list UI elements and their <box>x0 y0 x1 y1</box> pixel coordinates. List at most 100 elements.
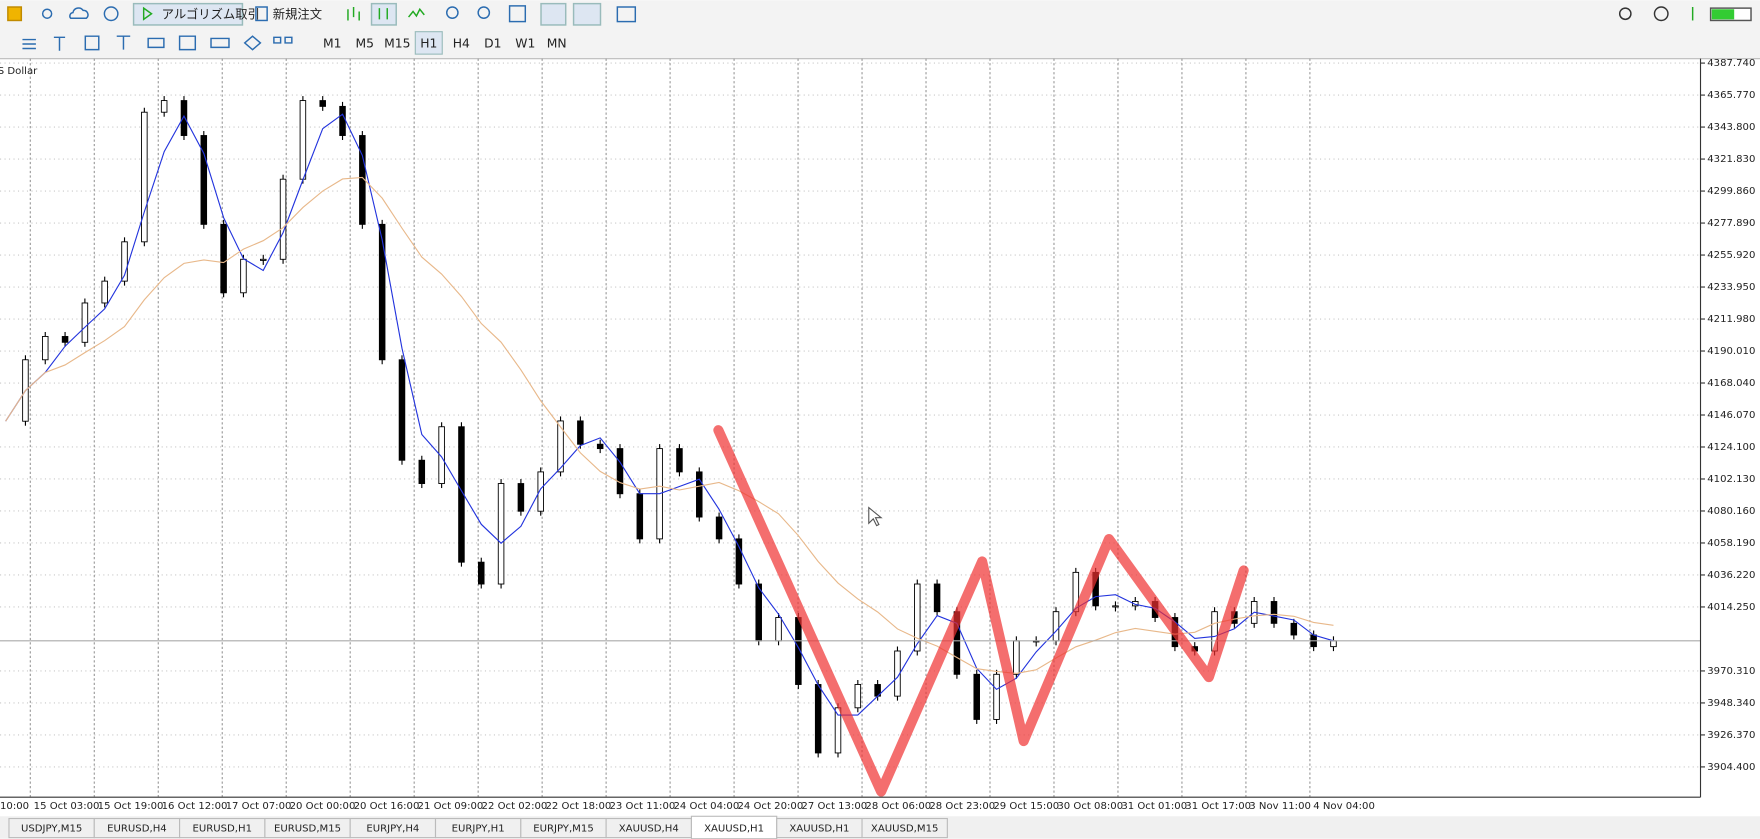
y-tick-label: 3926.370 <box>1707 730 1755 741</box>
candle <box>378 223 386 361</box>
icon-signal[interactable] <box>41 8 53 19</box>
x-tick-label: 20 Oct 00:00 <box>290 801 356 812</box>
candle <box>121 241 128 282</box>
y-tick-label: 4102.130 <box>1707 474 1755 485</box>
candle <box>101 280 108 304</box>
candle <box>398 359 406 461</box>
timeframe-button[interactable]: M1 <box>323 37 341 51</box>
timeframe-button[interactable]: W1 <box>515 37 535 51</box>
x-tick-label: 24 Oct 04:00 <box>673 801 739 812</box>
candle <box>933 583 941 613</box>
tab-label[interactable]: EURUSD,H4 <box>107 824 167 835</box>
y-tick-label: 4211.980 <box>1707 314 1755 325</box>
candle <box>596 443 604 450</box>
icon-autoscroll[interactable] <box>540 2 567 26</box>
y-tick-label: 4058.190 <box>1707 538 1755 549</box>
candle <box>577 420 584 445</box>
timeframe-button[interactable]: M5 <box>356 37 374 51</box>
icon-line[interactable] <box>408 7 425 18</box>
y-tick-label: 4168.040 <box>1707 378 1755 389</box>
x-tick-label: 15 Oct 19:00 <box>98 801 164 812</box>
icon-lock[interactable] <box>7 6 23 22</box>
candle <box>61 336 69 343</box>
y-tick-label: 4190.010 <box>1707 346 1755 357</box>
timeframe-button[interactable]: M15 <box>384 37 410 51</box>
drawing-tools[interactable] <box>22 35 293 51</box>
tab-label[interactable]: XAUUSD,H1 <box>704 824 764 835</box>
y-tick-label: 4014.250 <box>1707 602 1755 613</box>
candle <box>418 459 426 484</box>
icon-account[interactable] <box>1653 6 1669 22</box>
timeframe-button[interactable]: H1 <box>420 37 437 51</box>
icon-new-order[interactable] <box>255 6 268 22</box>
timeframe-active <box>414 31 443 55</box>
x-tick-label: 22 Oct 18:00 <box>546 801 612 812</box>
battery-level <box>1711 9 1735 20</box>
tab-label[interactable]: EURJPY,M15 <box>533 824 594 835</box>
moving-average-fast <box>5 113 1334 716</box>
tab-label[interactable]: XAUUSD,H1 <box>789 824 849 835</box>
tabs: USDJPY,M15 EURUSD,H4 EURUSD,H1 EURUSD,M15 EU… <box>8 815 948 839</box>
new-order-label[interactable]: 新規注文 <box>273 6 322 21</box>
candle <box>914 583 921 652</box>
y-tick-label: 4321.830 <box>1707 154 1755 165</box>
icon-market[interactable] <box>103 6 119 22</box>
candle <box>557 420 564 473</box>
tab-label[interactable]: EURJPY,H1 <box>452 824 505 835</box>
y-tick-label: 4124.100 <box>1707 442 1755 453</box>
x-tick-label: 30 Oct 08:00 <box>1057 801 1123 812</box>
candle <box>517 483 525 512</box>
icon-bars[interactable] <box>347 7 360 21</box>
icon-search[interactable] <box>1618 7 1632 21</box>
x-tick-label: 21 Oct 09:00 <box>418 801 484 812</box>
icon-shift[interactable] <box>572 2 602 26</box>
candle <box>814 684 822 754</box>
toolbar-icons <box>7 2 1752 51</box>
icon-candles-active[interactable] <box>370 2 397 26</box>
axes: 4387.740 4365.770 4343.800 4321.830 4299.860… <box>0 58 1755 812</box>
tab-label[interactable]: EURUSD,H1 <box>192 824 252 835</box>
x-tick-label: 31 Oct 01:00 <box>1121 801 1187 812</box>
x-tick-label: 22 Oct 02:00 <box>482 801 548 812</box>
x-tick-label: 15 Oct 03:00 <box>34 801 100 812</box>
candle <box>775 617 782 642</box>
y-tick-label: 4365.770 <box>1707 90 1755 101</box>
x-tick-label: 16 Oct 12:00 <box>162 801 228 812</box>
tab-label[interactable]: XAUUSD,M15 <box>871 824 939 835</box>
tab-label[interactable]: EURUSD,M15 <box>274 824 341 835</box>
x-tick-label: 10:00 <box>0 801 29 812</box>
y-tick-label: 4387.740 <box>1707 58 1755 69</box>
timeframe-button[interactable]: MN <box>547 37 567 51</box>
candle <box>1052 611 1060 642</box>
candle <box>299 100 307 180</box>
x-tick-label: 23 Oct 11:00 <box>609 801 675 812</box>
icon-tile[interactable] <box>508 5 527 23</box>
candle <box>676 448 683 473</box>
y-tick-label: 4343.800 <box>1707 122 1755 133</box>
algo-trading-button[interactable] <box>132 2 244 26</box>
x-tick-label: 29 Oct 15:00 <box>993 801 1059 812</box>
tab-label[interactable]: USDJPY,M15 <box>21 824 82 835</box>
candle <box>438 426 445 484</box>
icon-zoom-in[interactable] <box>446 6 459 19</box>
icon-cloud[interactable] <box>69 7 89 19</box>
icon-zoom-out[interactable] <box>477 6 491 19</box>
x-tick-label: 28 Oct 06:00 <box>865 801 931 812</box>
timeframe-button[interactable]: H4 <box>453 37 470 51</box>
candle <box>616 448 624 495</box>
icon-screenshot[interactable] <box>616 6 637 23</box>
zigzag-drawing[interactable] <box>713 425 1249 797</box>
timeframe-button[interactable]: D1 <box>484 37 501 51</box>
candle <box>220 223 227 294</box>
tab-label[interactable]: EURJPY,H4 <box>366 824 419 835</box>
candle <box>1290 622 1298 636</box>
tab-label[interactable]: XAUUSD,H4 <box>619 824 679 835</box>
candle <box>160 100 168 113</box>
tab[interactable] <box>861 817 948 839</box>
y-tick-label: 4146.070 <box>1707 410 1755 421</box>
y-tick-label: 4299.860 <box>1707 186 1755 197</box>
candle <box>755 583 762 642</box>
algo-trading-label[interactable]: アルゴリズム取引 <box>162 6 260 21</box>
